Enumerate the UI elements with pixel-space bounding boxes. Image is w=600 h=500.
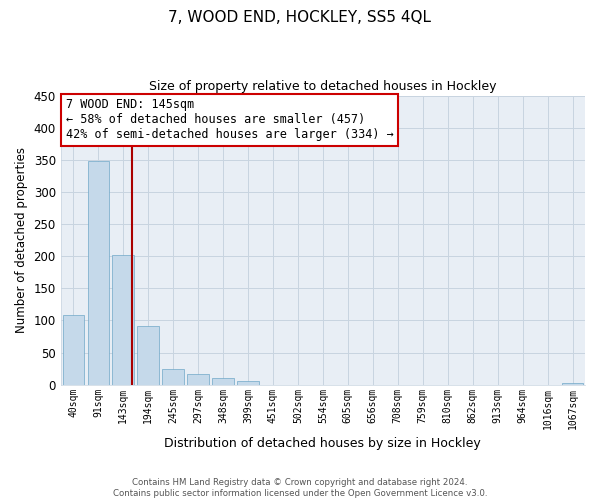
Text: 7, WOOD END, HOCKLEY, SS5 4QL: 7, WOOD END, HOCKLEY, SS5 4QL	[169, 10, 431, 25]
Bar	[88, 161, 109, 385]
Bar	[62, 314, 84, 385]
Bar	[187, 374, 209, 385]
Title: Size of property relative to detached houses in Hockley: Size of property relative to detached ho…	[149, 80, 497, 93]
Bar	[238, 381, 259, 385]
Text: 7 WOOD END: 145sqm
← 58% of detached houses are smaller (457)
42% of semi-detach: 7 WOOD END: 145sqm ← 58% of detached hou…	[66, 98, 394, 142]
Text: Contains HM Land Registry data © Crown copyright and database right 2024.
Contai: Contains HM Land Registry data © Crown c…	[113, 478, 487, 498]
Bar	[562, 383, 583, 385]
Bar	[137, 326, 158, 385]
Bar	[212, 378, 233, 385]
Y-axis label: Number of detached properties: Number of detached properties	[15, 147, 28, 333]
Bar	[112, 255, 134, 385]
Bar	[163, 368, 184, 385]
X-axis label: Distribution of detached houses by size in Hockley: Distribution of detached houses by size …	[164, 437, 481, 450]
